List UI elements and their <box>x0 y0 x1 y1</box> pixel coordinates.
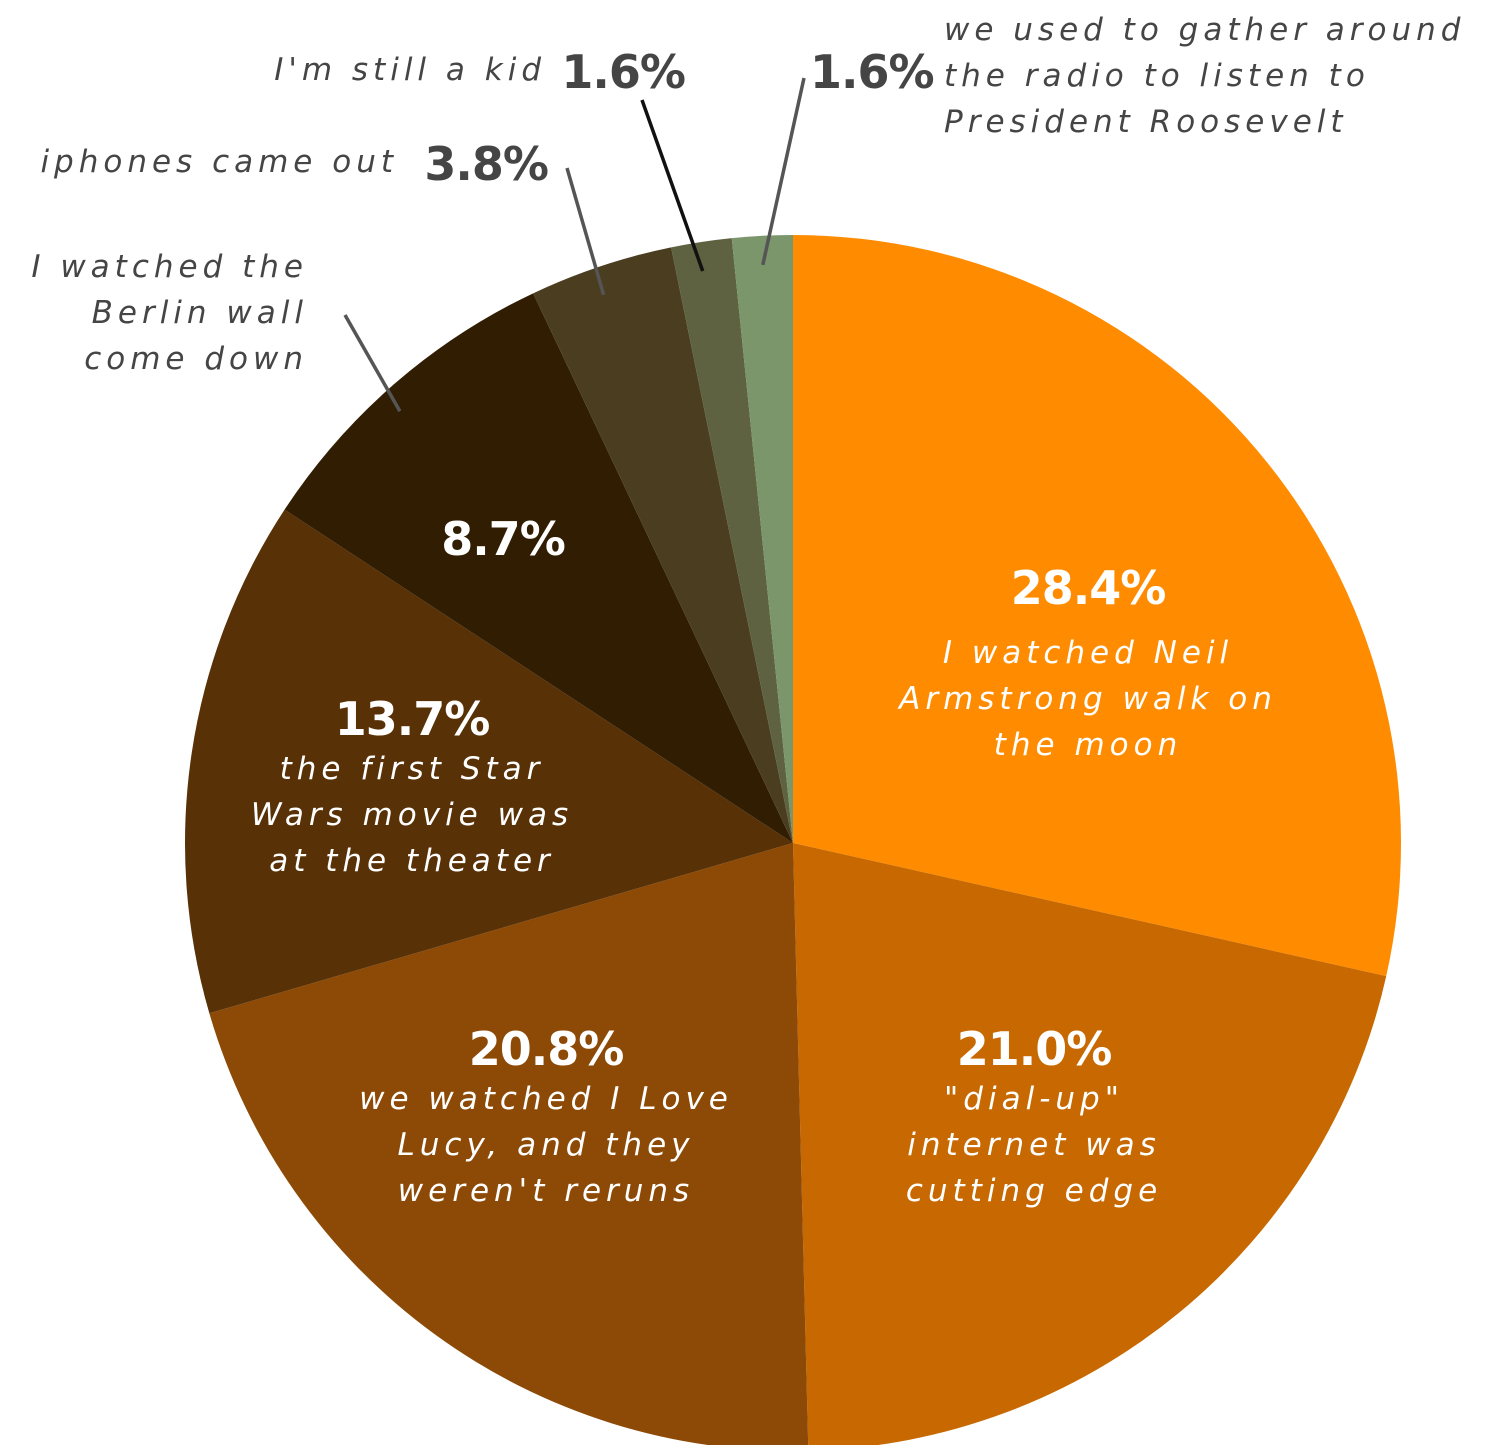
slice-category-label-dial-up: internet was <box>907 1127 1160 1163</box>
slice-category-label-i-m-still-a-kid: I'm still a kid <box>274 52 546 88</box>
pie-slice-the-first-star <box>184 509 793 1014</box>
pie-slices <box>184 235 1402 1445</box>
slice-value-label-the-first-star: 13.7% <box>335 692 490 746</box>
slice-category-label-dial-up: "dial-up" <box>944 1081 1124 1117</box>
pie-slice-i-watched-neil <box>793 235 1402 977</box>
slice-value-label-we-used-to-gather-around: 1.6% <box>810 45 934 99</box>
pie-slice-we-watched-i-love <box>209 843 809 1445</box>
pie-slice-i-m-still-a-kid <box>671 238 793 844</box>
pie-slice-dial-up <box>793 843 1387 1445</box>
slice-category-label-we-used-to-gather-around: we used to gather around <box>944 12 1466 48</box>
slice-category-label-i-watched-the: Berlin wall <box>92 295 308 331</box>
slice-category-label-i-watched-neil: the moon <box>994 727 1183 763</box>
slice-category-label-i-watched-the: come down <box>84 341 308 377</box>
slice-category-label-the-first-star: the first Star <box>280 751 545 787</box>
leader-line-i-m-still-a-kid <box>640 99 705 272</box>
pie-slice-we-used-to-gather-around <box>731 235 793 843</box>
slice-value-label-we-watched-i-love: 20.8% <box>469 1022 624 1076</box>
slice-category-label-we-used-to-gather-around: the radio to listen to <box>944 58 1370 94</box>
pie-slice-i-watched-the <box>284 293 793 843</box>
leader-lines <box>343 77 806 413</box>
slice-category-label-we-watched-i-love: we watched I Love <box>359 1081 733 1117</box>
slice-category-label-iphones-came-out: iphones came out <box>40 144 398 180</box>
slice-category-label-i-watched-the: I watched the <box>31 249 308 285</box>
slice-value-label-i-m-still-a-kid: 1.6% <box>561 45 685 99</box>
slice-category-label-we-watched-i-love: weren't reruns <box>398 1173 694 1209</box>
pie-slice-iphones-came-out <box>533 247 793 844</box>
slice-category-label-we-used-to-gather-around: President Roosevelt <box>944 104 1348 140</box>
leader-line-we-used-to-gather-around <box>761 77 806 266</box>
slice-labels: 28.4% I watched Neil Armstrong walk on the … <box>31 12 1466 1209</box>
slice-value-label-i-watched-neil: 28.4% <box>1011 561 1166 615</box>
slice-category-label-we-watched-i-love: Lucy, and they <box>397 1127 694 1163</box>
slice-category-label-i-watched-neil: Armstrong walk on <box>897 681 1277 717</box>
slice-category-label-the-first-star: at the theater <box>269 843 555 879</box>
slice-value-label-iphones-came-out: 3.8% <box>424 137 548 191</box>
slice-value-label-i-watched-the: 8.7% <box>441 512 565 566</box>
slice-category-label-i-watched-neil: I watched Neil <box>943 635 1233 671</box>
leader-line-iphones-came-out <box>565 167 606 296</box>
slice-value-label-dial-up: 21.0% <box>957 1022 1112 1076</box>
slice-category-label-dial-up: cutting edge <box>906 1173 1162 1209</box>
leader-line-i-watched-the <box>343 314 402 413</box>
slice-category-label-the-first-star: Wars movie was <box>251 797 573 833</box>
